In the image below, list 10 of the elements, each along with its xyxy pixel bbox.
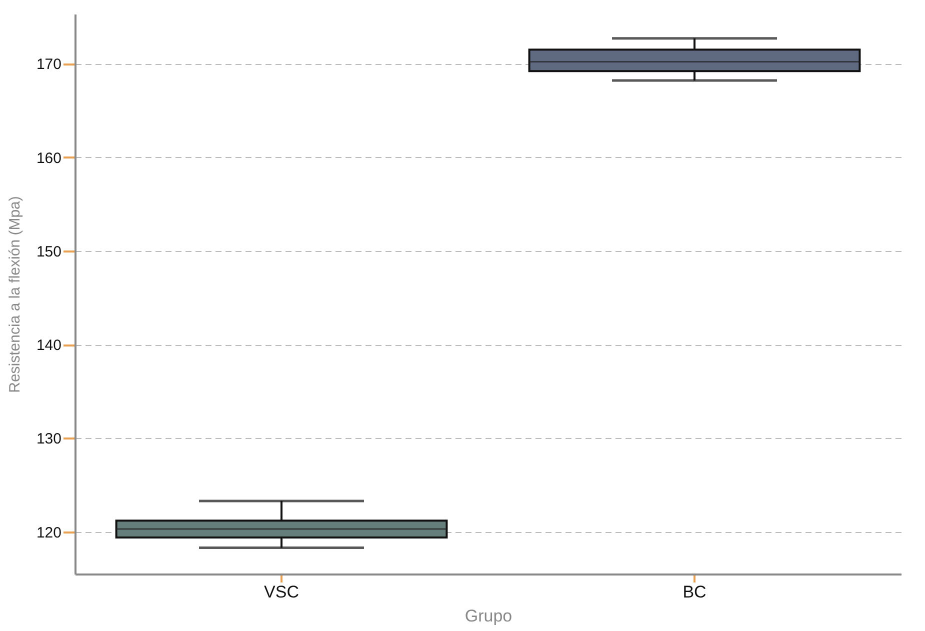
y-tick-label: 150 <box>36 243 62 260</box>
y-tick-label: 120 <box>36 524 62 542</box>
x-tick-label: BC <box>682 582 706 602</box>
x-axis-title: Grupo <box>464 606 512 626</box>
y-axis-title: Resistencia a la flexión (Mpa) <box>6 196 24 393</box>
y-tick-label: 170 <box>36 56 62 74</box>
y-tick-label: 160 <box>36 150 62 167</box>
x-tick-label: VSC <box>264 582 299 602</box>
y-tick-label: 130 <box>36 430 62 448</box>
y-tick-label: 140 <box>36 337 62 354</box>
